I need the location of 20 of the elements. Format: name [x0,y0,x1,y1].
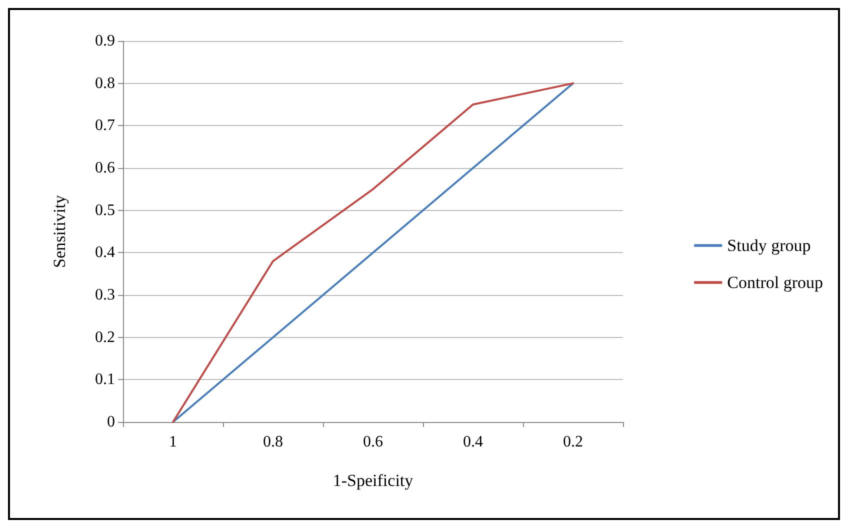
x-tick-label: 0.6 [363,434,383,450]
x-axis-title: 1-Speificity [332,471,414,490]
x-tick-label: 0.4 [463,434,483,450]
y-tick-label: 0.6 [95,160,115,176]
legend-label: Study group [727,236,811,255]
y-tick-label: 0 [107,414,115,430]
y-tick-label: 0.7 [95,117,115,134]
x-tick-label: 1 [169,434,177,450]
legend-label: Control group [727,273,823,292]
y-tick-label: 0.2 [95,328,115,346]
y-tick-label: 0.4 [95,244,115,262]
y-tick-label: 0.9 [95,32,115,50]
y-axis-title: Sensitivity [50,194,69,268]
y-tick-label: 0.8 [95,74,115,92]
line-series [172,82,574,423]
y-tick-label: 0.3 [95,286,115,304]
y-tick-label: 0.5 [95,202,115,219]
x-tick-label: 0.2 [563,434,583,450]
x-tick-label: 0.8 [263,434,283,450]
y-tick-label: 0.1 [95,371,115,388]
